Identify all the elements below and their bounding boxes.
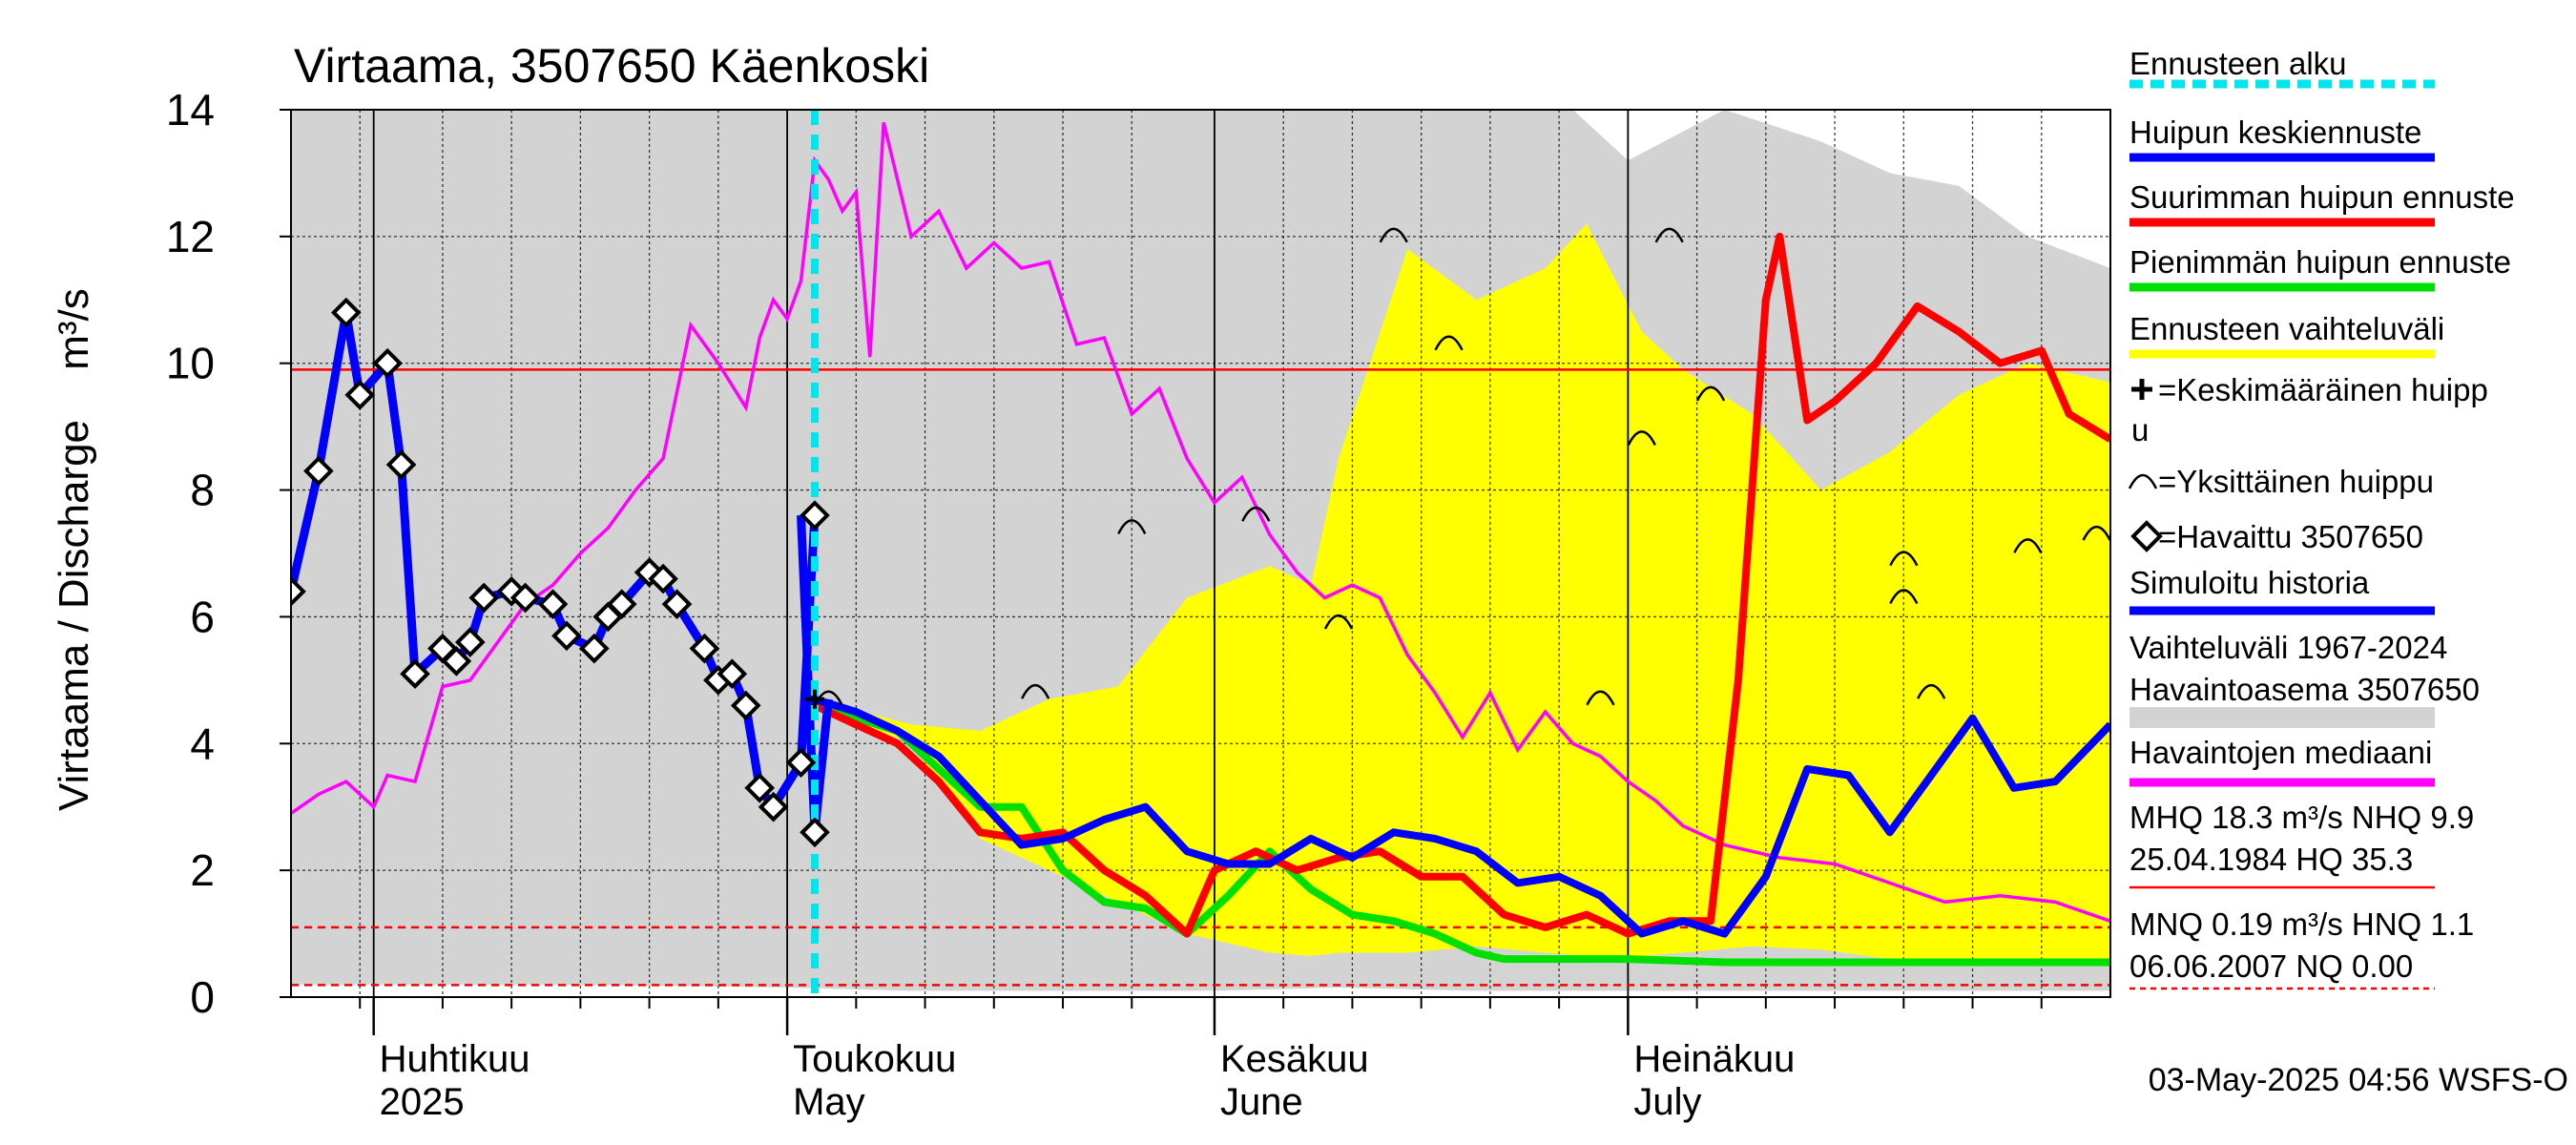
observed-point [400,658,430,690]
legend-label-2: Havaintoasema 3507650 [2129,672,2480,707]
legend-label: Vaihteluväli 1967-2024 [2129,630,2447,665]
y-tick-label: 2 [190,845,215,895]
legend-label: Huipun keskiennuste [2129,114,2421,150]
peak-marker [1117,519,1147,534]
legend-symbol-cross [2131,379,2152,400]
peak-marker [2013,538,2043,553]
peak-marker [1654,227,1684,243]
legend-label: Ennusteen alku [2129,46,2347,81]
observed-point [372,347,403,379]
observed-point [689,633,720,664]
y-axis-label: Virtaama / Discharge [51,420,97,811]
y-axis-unit: m³/s [51,288,97,370]
legend-symbol-arc [2128,473,2158,489]
peak-marker [1695,385,1726,402]
chart-title: Virtaama, 3507650 Käenkoski [294,39,929,93]
observed-point [758,791,789,822]
legend-label: =Havaittu 3507650 [2158,519,2423,554]
forecast-range-band [815,223,2110,960]
peak-marker [1889,589,1919,605]
observed-point [648,563,678,594]
peak-marker [1586,690,1615,706]
month-label-en: May [793,1081,865,1123]
observed-point [468,582,500,614]
observed-point [303,455,334,487]
month-label-fi: Heinäkuu [1633,1038,1795,1080]
legend-label-2: 06.06.2007 NQ 0.00 [2129,948,2413,984]
footer-timestamp: 03-May-2025 04:56 WSFS-O [2149,1062,2568,1098]
observed-point [385,449,417,480]
plot-content [291,110,2110,997]
month-label-fi: Huhtikuu [380,1038,530,1080]
observed-point [551,620,582,652]
y-tick-label: 6 [190,592,215,641]
y-tick-label: 14 [166,85,215,135]
peak-marker [2082,525,2110,541]
peak-marker [1379,227,1408,243]
month-label-en: 2025 [380,1081,465,1123]
legend-label: Pienimmän huipun ennuste [2129,244,2511,280]
observed-point [344,380,376,410]
peak-marker [1889,551,1919,567]
legend-label: =Keskimääräinen huipp [2158,372,2488,407]
legend-label-2: 25.04.1984 HQ 35.3 [2129,842,2413,877]
observed-point [744,772,776,803]
observed-point [730,690,761,721]
observed-point [537,589,569,619]
peak-marker [1323,614,1354,630]
peak-marker [1241,506,1271,522]
peak-marker [1021,683,1050,699]
observed-point [800,500,830,531]
legend-label: MHQ 18.3 m³/s NHQ 9.9 [2129,800,2474,835]
y-tick-label: 12 [166,212,215,261]
y-tick-label: 4 [190,718,215,768]
y-tick-label: 10 [166,339,215,388]
y-tick-label: 0 [190,972,215,1022]
legend-label: Ennusteen vaihteluväli [2129,311,2444,346]
peak-marker [1917,683,1946,699]
peak-marker [1434,335,1464,351]
observed-point [800,817,830,848]
observed-point [661,589,693,619]
observed-point [441,646,472,677]
observed-point [330,297,362,328]
legend-symbol-diamond [2130,520,2163,552]
observed-point [785,747,817,779]
legend-label: MNQ 0.19 m³/s HNQ 1.1 [2129,906,2474,942]
legend-label: Simuloitu historia [2129,565,2370,600]
legend-label: Havaintojen mediaani [2129,735,2432,770]
month-label-fi: Kesäkuu [1220,1038,1369,1080]
series-line-1 [813,232,2110,938]
month-label-en: June [1220,1081,1303,1123]
observed-point [606,589,637,619]
peak-marker [1627,430,1656,446]
month-label-fi: Toukokuu [793,1038,956,1080]
mean-peak-marker [804,689,824,709]
observed-point [509,582,541,614]
y-tick-label: 8 [190,466,215,515]
legend-label-2: u [2131,412,2149,448]
observed-point [454,627,486,657]
legend-label: =Yksittäinen huippu [2158,464,2434,499]
median-line [291,121,2110,923]
observed-point [717,658,748,690]
observed-point [291,576,306,607]
month-label-en: July [1633,1081,1701,1123]
observed-point [579,633,610,664]
legend-label: Suurimman huipun ennuste [2129,179,2515,215]
legend: Ennusteen alku Huipun keskiennuste Suurimm… [2128,46,2515,990]
plot-frame [290,109,2111,998]
series-line-0 [813,695,2110,938]
